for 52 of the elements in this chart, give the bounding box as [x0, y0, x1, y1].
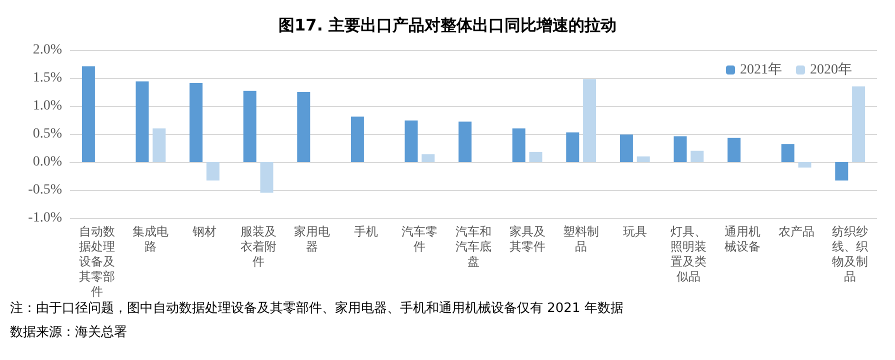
y-tick-label: 2.0%	[32, 42, 62, 58]
bar	[458, 122, 472, 162]
bar	[82, 66, 95, 162]
x-tick-label: 汽车和汽车底盘	[456, 224, 492, 268]
bar	[243, 90, 256, 162]
bar	[297, 92, 310, 162]
x-tick-label: 玩具	[622, 224, 647, 238]
x-tick-label: 农产品	[778, 224, 814, 238]
bar	[852, 86, 866, 162]
text: 注：由于口径问题，图中自动数据处理设备及其零部件、家用电器、手机和通用机械设备仅有 2021 年数据	[10, 300, 624, 316]
bar	[422, 154, 435, 162]
y-tick-label: 1.0%	[32, 98, 62, 114]
x-tick-label: 通用机械设备	[724, 224, 760, 254]
x-tick-label: 家用电器	[294, 224, 330, 254]
x-tick-label: 汽车零件	[402, 224, 438, 254]
legend-label: 2020年	[810, 62, 852, 78]
bar	[190, 83, 203, 162]
y-tick-label: 0.5%	[32, 126, 62, 142]
x-tick-label: 集成电路	[132, 224, 169, 254]
x-tick-label: 塑料制品	[563, 224, 600, 254]
bar	[350, 116, 364, 162]
bar	[728, 138, 741, 162]
source-note: 数据来源：海关总署	[10, 325, 127, 340]
y-tick-label: -1.0%	[28, 210, 62, 226]
legend-label: 2021年	[740, 62, 782, 78]
bar	[674, 136, 687, 162]
bar	[136, 81, 149, 162]
bar	[512, 128, 526, 162]
x-tick-label: 自动数据处理设备及其零部件	[78, 224, 115, 298]
x-tick-label: 手机	[354, 224, 378, 238]
bar	[690, 150, 704, 162]
x-tick-label: 钢材	[192, 224, 216, 238]
x-tick-label: 纺织纱线、织物及制品	[832, 224, 868, 284]
y-tick-label: 1.5%	[32, 70, 62, 86]
bar	[636, 156, 650, 162]
bar	[404, 120, 418, 162]
bar	[152, 128, 166, 162]
bar	[260, 162, 274, 193]
x-tick-label: 灯具、照明装置及类似品	[670, 224, 707, 284]
bar	[206, 162, 220, 180]
chart-title: 图17. 主要出口产品对整体出口同比增速的拉动	[278, 16, 616, 34]
x-tick-label: 服装及衣着附件	[240, 224, 276, 268]
bar	[566, 132, 580, 162]
y-tick-label: 0.0%	[32, 154, 62, 170]
y-tick-label: -0.5%	[28, 182, 62, 198]
x-tick-label: 家具及其零件	[509, 224, 546, 254]
bar	[781, 144, 794, 162]
bar	[620, 134, 633, 162]
bar	[583, 79, 596, 162]
bar	[529, 152, 542, 162]
bar	[798, 162, 812, 168]
bar	[835, 162, 848, 180]
